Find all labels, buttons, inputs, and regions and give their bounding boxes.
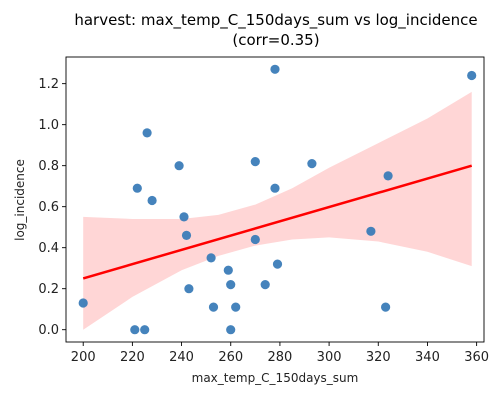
x-tick-label: 220 (120, 350, 145, 365)
confidence-band (83, 91, 472, 330)
data-point (307, 159, 317, 169)
data-point (130, 325, 140, 335)
plot-frame (65, 56, 485, 343)
y-axis-ticks: 0.0 0.2 0.4 0.6 0.8 1.0 1.2 (38, 77, 66, 338)
y-axis-label: log_incidence (13, 159, 27, 241)
data-point (223, 265, 233, 275)
data-point (208, 302, 219, 312)
data-point (226, 325, 236, 335)
points-layer (78, 64, 477, 335)
data-point (260, 280, 270, 290)
data-point (174, 161, 184, 171)
data-point (181, 230, 192, 240)
data-point (250, 234, 260, 245)
data-point (272, 259, 283, 269)
data-point (383, 171, 393, 181)
y-tick-label: 0.4 (38, 241, 59, 256)
x-tick-label: 260 (218, 350, 243, 365)
x-tick-label: 360 (464, 350, 489, 365)
data-point (140, 325, 150, 335)
y-tick-label: 1.2 (38, 77, 59, 92)
data-point (381, 302, 391, 312)
x-axis-label: max_temp_C_150days_sum (192, 371, 359, 385)
y-tick-label: 0.6 (38, 200, 59, 215)
data-point (184, 284, 194, 294)
data-point (78, 298, 88, 308)
regression-line-layer (82, 164, 473, 280)
data-point (147, 195, 157, 206)
data-point (179, 212, 189, 222)
chart-title-line2: (corr=0.35) (232, 31, 319, 49)
confidence-band-layer (83, 91, 472, 330)
x-tick-label: 300 (317, 350, 342, 365)
x-tick-label: 240 (169, 350, 194, 365)
data-point (270, 183, 280, 193)
data-point (270, 64, 280, 74)
y-tick-label: 1.0 (38, 118, 59, 133)
chart-title-line1: harvest: max_temp_C_150days_sum vs log_i… (74, 11, 477, 30)
data-point (467, 70, 477, 81)
data-point (366, 226, 376, 236)
data-point (206, 253, 216, 263)
y-tick-label: 0.2 (38, 282, 59, 297)
data-point (250, 157, 260, 167)
x-tick-label: 320 (366, 350, 391, 365)
y-tick-label: 0.8 (38, 159, 59, 174)
x-tick-label: 340 (415, 350, 440, 365)
data-point (226, 280, 236, 290)
y-tick-label: 0.0 (38, 323, 59, 338)
x-tick-label: 280 (268, 350, 293, 365)
data-point (132, 183, 142, 193)
regression-line (82, 164, 473, 280)
data-point (142, 128, 152, 138)
x-tick-label: 200 (71, 350, 96, 365)
data-point (231, 302, 241, 312)
x-axis-ticks: 200 220 240 260 280 300 320 340 360 (71, 342, 489, 365)
